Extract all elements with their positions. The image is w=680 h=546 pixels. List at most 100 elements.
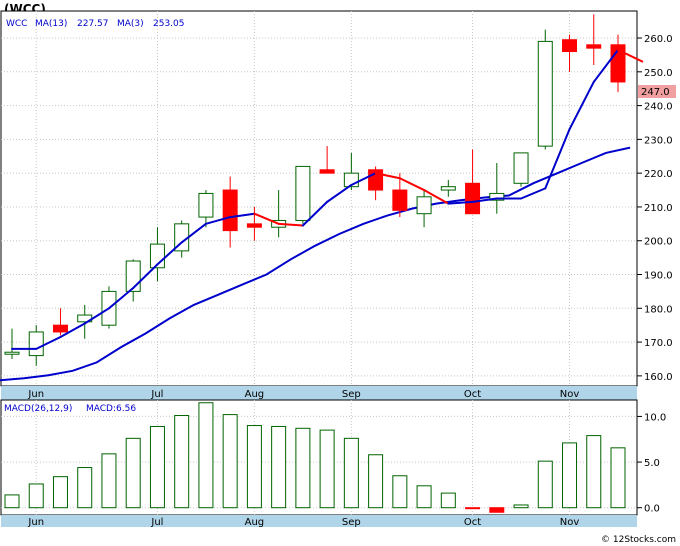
date-axis-label: Oct — [464, 389, 481, 400]
price-tick-label: 240.0 — [644, 102, 673, 113]
date-axis-label-bottom: Oct — [464, 517, 481, 528]
candle-body-up — [28, 331, 44, 357]
macd-bar-positive — [343, 437, 359, 509]
ma3-segment — [277, 222, 304, 227]
macd-bar-positive — [271, 425, 287, 509]
date-axis-label-bottom: Jul — [150, 517, 163, 528]
price-panel: 160.0 170.0 180.0 190.0 200.0 210.0 220.0 230.0… — [0, 10, 676, 387]
candle-body-down — [465, 182, 481, 215]
price-legend: WCC MA(13) 227.57 MA(3) 253.05 — [6, 19, 185, 29]
macd-bar-positive — [295, 427, 311, 509]
candle-body-up — [416, 196, 432, 215]
legend-ma3-label: MA(3) — [117, 19, 144, 29]
date-axis-label-bottom: Aug — [245, 517, 265, 528]
macd-bar-positive — [222, 414, 238, 509]
legend-ma3-value: 253.05 — [153, 19, 185, 29]
macd-tick-label: 10.0 — [644, 412, 666, 423]
macd-bar-negative — [489, 507, 505, 513]
ma3-segment — [107, 287, 135, 310]
macd-tick-label: 0.0 — [644, 504, 660, 515]
macd-y-axis: 0.0 5.0 10.0 — [637, 412, 666, 515]
macd-bar-positive — [246, 425, 262, 509]
candle-body-down — [319, 169, 335, 174]
candle-body-down — [562, 39, 578, 53]
ma3-segment — [544, 128, 571, 190]
ma3-line — [11, 48, 644, 350]
watermark: © 12Stocks.com — [601, 535, 676, 545]
macd-bar-positive — [77, 467, 93, 509]
price-y-axis: 160.0 170.0 180.0 190.0 200.0 210.0 220.0 230.0… — [637, 34, 673, 383]
macd-bar-positive — [368, 454, 384, 509]
candle-body-down — [392, 189, 408, 211]
macd-bar-positive — [101, 453, 117, 509]
macd-bar-positive — [586, 435, 602, 509]
date-axis-label: Jul — [150, 389, 163, 400]
ma3-segment — [350, 172, 377, 186]
price-tick-label: 200.0 — [644, 237, 673, 248]
ma13-polyline — [0, 146, 631, 382]
ma3-segment — [423, 189, 450, 205]
date-axis-label-bottom: Sep — [342, 517, 361, 528]
price-tick-label: 170.0 — [644, 338, 673, 349]
date-axis-strip — [1, 386, 637, 400]
macd-bar-positive — [4, 494, 20, 509]
macd-bar-positive — [562, 442, 578, 509]
ma3-segment — [326, 183, 353, 203]
macd-bar-positive — [440, 492, 456, 509]
macd-histogram — [4, 402, 626, 513]
candle-body-up — [489, 192, 505, 201]
date-axis-label-bottom: Nov — [560, 517, 580, 528]
ma3-segment — [229, 212, 256, 219]
ma3-segment — [132, 263, 159, 290]
legend-ma13-label: MA(13) — [35, 19, 67, 29]
macd-bar-positive — [610, 447, 626, 509]
macd-bar-positive — [198, 402, 214, 509]
candle-body-up — [295, 165, 311, 221]
ma3-segment — [35, 336, 62, 350]
price-gridlines — [1, 11, 637, 386]
candle-body-up — [513, 152, 529, 184]
ma3-segment — [520, 187, 547, 200]
ma3-segment — [617, 48, 644, 63]
macd-bar-positive — [513, 504, 529, 509]
price-tick-label: 210.0 — [644, 203, 673, 214]
macd-bar-positive — [149, 425, 165, 509]
last-price-tag: 247.0 — [638, 85, 676, 98]
macd-bar-positive — [537, 460, 553, 509]
price-tick-label: 260.0 — [644, 34, 673, 45]
macd-bar-positive — [125, 437, 141, 509]
price-tick-label: 190.0 — [644, 271, 673, 282]
ma3-segment — [374, 172, 401, 180]
ma3-segment — [180, 222, 207, 244]
price-tick-label: 160.0 — [644, 372, 673, 383]
candle-body-up — [440, 186, 456, 191]
candle-body-up — [537, 40, 553, 147]
date-axis-label: Nov — [560, 389, 580, 400]
macd-bar-positive — [319, 429, 335, 509]
date-axis-label: Aug — [245, 389, 265, 400]
macd-tick-label: 5.0 — [644, 458, 660, 469]
ma3-segment — [592, 48, 619, 83]
date-axis-label: Jun — [27, 389, 44, 400]
candle-body-down — [52, 324, 68, 333]
legend-ma13-value: 227.57 — [77, 19, 109, 29]
price-tick-label: 230.0 — [644, 135, 673, 146]
ma3-segment — [447, 200, 474, 205]
ma3-segment — [301, 200, 329, 227]
macd-legend-value: MACD:6.56 — [86, 404, 136, 414]
ma3-segment — [471, 197, 498, 203]
price-tick-label: 180.0 — [644, 304, 673, 315]
candle-body-down — [222, 189, 238, 232]
candle-body-down — [586, 44, 602, 49]
ma3-segment — [59, 322, 86, 339]
ma3-segment — [253, 212, 280, 225]
price-tick-label: 220.0 — [644, 169, 673, 180]
date-axis-label: Sep — [342, 389, 361, 400]
macd-bar-positive — [52, 476, 68, 509]
macd-bar-positive — [174, 415, 190, 509]
macd-bar-positive — [28, 483, 44, 509]
ma13-line — [0, 146, 631, 382]
last-price-tag-background — [638, 85, 676, 98]
macd-bar-negative — [465, 507, 481, 510]
